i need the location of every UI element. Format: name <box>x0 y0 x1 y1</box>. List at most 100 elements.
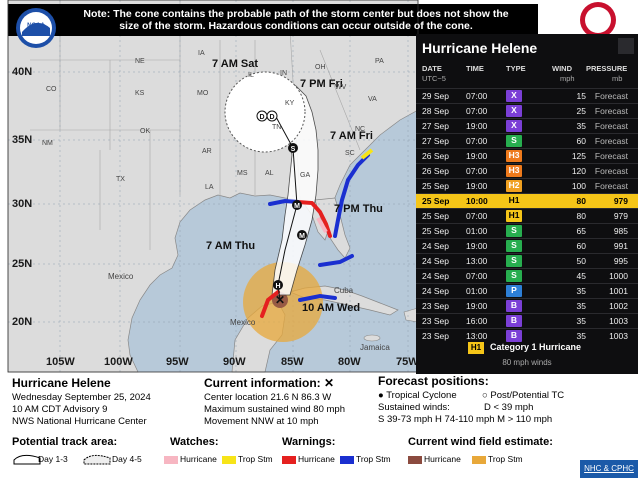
state-label-ga: GA <box>300 172 311 179</box>
us-landmass <box>7 0 419 373</box>
trop-storm-watch-segment <box>360 148 374 160</box>
row-wind: 80 <box>576 211 586 221</box>
row-type-badge: S <box>506 225 522 237</box>
state-label-co: CO <box>46 86 57 93</box>
trop-storm-warning-keys <box>318 254 354 267</box>
row-pressure: Forecast <box>594 166 628 176</box>
row-time: 13:00 <box>466 256 488 266</box>
legend-warn-hurricane: Hurricane <box>298 454 335 464</box>
credit-link[interactable]: NHC & CPHC <box>580 460 638 478</box>
history-row: 23 Sep 13:00 B 35 1003 <box>416 328 638 343</box>
svg-text:D: D <box>259 114 264 121</box>
row-wind: 35 <box>576 316 586 326</box>
hurricane-warning-yucatan <box>260 290 280 318</box>
row-date: 23 Sep <box>422 301 449 311</box>
row-time: 10:00 <box>466 196 488 206</box>
row-type-badge: B <box>506 300 522 312</box>
fc-tropical-cyclone: ● Tropical Cyclone <box>378 390 457 401</box>
forecast-positions-title: Forecast positions: <box>378 374 489 388</box>
col-wind: WIND <box>552 64 572 73</box>
lat-label-25n: 25N <box>12 258 33 270</box>
row-wind: 120 <box>571 166 586 176</box>
row-wind: 35 <box>576 121 586 131</box>
fc-post-tc-label: Post/Potential TC <box>490 390 565 401</box>
state-label-nc: NC <box>355 126 366 133</box>
legend-day45: Day 4-5 <box>112 454 142 464</box>
lat-label-40n: 40N <box>12 66 33 78</box>
row-date: 25 Sep <box>422 181 449 191</box>
row-time: 19:00 <box>466 181 488 191</box>
row-wind: 60 <box>576 136 586 146</box>
legend-warn-trop: Trop Stm <box>356 454 391 464</box>
day13-cone-icon <box>13 454 41 465</box>
row-date: 29 Sep <box>422 91 449 101</box>
row-pressure: 995 <box>613 256 628 266</box>
open-circle-icon: ○ <box>482 390 488 401</box>
row-type-badge: B <box>506 330 522 342</box>
state-label-ar: AR <box>202 148 212 155</box>
trop-storm-warning-atlantic <box>333 153 370 238</box>
row-pressure: 979 <box>613 196 628 206</box>
state-label-ky: KY <box>285 100 295 107</box>
row-date: 24 Sep <box>422 256 449 266</box>
issuing-center: NWS National Hurricane Center <box>12 416 147 427</box>
history-row: 25 Sep 10:00 H1 80 979 <box>416 193 638 208</box>
storm-history-panel: Hurricane Helene DATE UTC−5 TIME TYPE WI… <box>416 34 638 374</box>
history-row: 26 Sep 19:00 H3 125 Forecast <box>416 148 638 163</box>
track-label-7am-sat: 7 AM Sat <box>212 58 259 70</box>
history-row: 23 Sep 19:00 B 35 1002 <box>416 298 638 313</box>
row-type-badge: S <box>506 240 522 252</box>
windfield-hurricane-swatch <box>408 456 422 464</box>
row-wind: 35 <box>576 331 586 341</box>
trop-storm-warning-cuba <box>298 293 337 302</box>
row-time: 07:00 <box>466 91 488 101</box>
col-pressure-unit: mb <box>612 74 623 83</box>
fc-scale: S 39-73 mph H 74-110 mph M > 110 mph <box>378 414 553 425</box>
row-time: 07:00 <box>466 271 488 281</box>
panel-toggle-icon[interactable] <box>618 38 634 54</box>
lon-label-75w: 75W <box>396 356 419 368</box>
state-label-wv: WV <box>335 84 347 91</box>
legend-category-sub: 80 mph winds <box>502 358 552 367</box>
advisory-number: 10 AM CDT Advisory 9 <box>12 404 108 415</box>
history-row: 24 Sep 01:00 P 35 1001 <box>416 283 638 298</box>
row-type-badge: P <box>506 285 522 297</box>
row-time: 01:00 <box>466 286 488 296</box>
legend-watch-trop: Trop Stm <box>238 454 273 464</box>
track-label-7pm-thu: 7 PM Thu <box>334 203 383 215</box>
row-pressure: 1002 <box>609 301 628 311</box>
lat-lon-grid <box>8 0 418 372</box>
row-date: 27 Sep <box>422 136 449 146</box>
col-date: DATE <box>422 64 442 73</box>
row-wind: 100 <box>571 181 586 191</box>
nws-logo <box>580 2 616 38</box>
warn-hurricane-swatch <box>282 456 296 464</box>
row-date: 24 Sep <box>422 271 449 281</box>
col-time: TIME <box>466 64 484 73</box>
jamaica-island <box>363 334 381 342</box>
country-label-cuba: Cuba <box>334 286 354 295</box>
watches-title: Watches: <box>170 436 219 448</box>
col-pressure: PRESSURE <box>586 64 628 73</box>
row-pressure: 1003 <box>609 331 628 341</box>
cone-note: Note: The cone contains the probable pat… <box>83 8 509 32</box>
history-row: 27 Sep 07:00 S 60 Forecast <box>416 133 638 148</box>
history-row: 25 Sep 19:00 H2 100 Forecast <box>416 178 638 193</box>
svg-text:D: D <box>269 114 274 121</box>
lat-label-35n: 35N <box>12 134 33 146</box>
row-date: 26 Sep <box>422 151 449 161</box>
state-label-mo: MO <box>197 90 209 97</box>
storm-name: Hurricane Helene <box>12 376 111 390</box>
windfield-title: Current wind field estimate: <box>408 436 553 448</box>
state-label-ks: KS <box>135 90 145 97</box>
history-row: 24 Sep 13:00 S 50 995 <box>416 253 638 268</box>
lon-label-90w: 90W <box>223 356 246 368</box>
advisory-date: Wednesday September 25, 2024 <box>12 392 151 403</box>
state-label-oh: OH <box>315 64 326 71</box>
row-time: 07:00 <box>466 106 488 116</box>
row-time: 01:00 <box>466 226 488 236</box>
row-wind: 35 <box>576 286 586 296</box>
legend-category-text: Category 1 Hurricane <box>490 342 582 352</box>
row-wind: 45 <box>576 271 586 281</box>
